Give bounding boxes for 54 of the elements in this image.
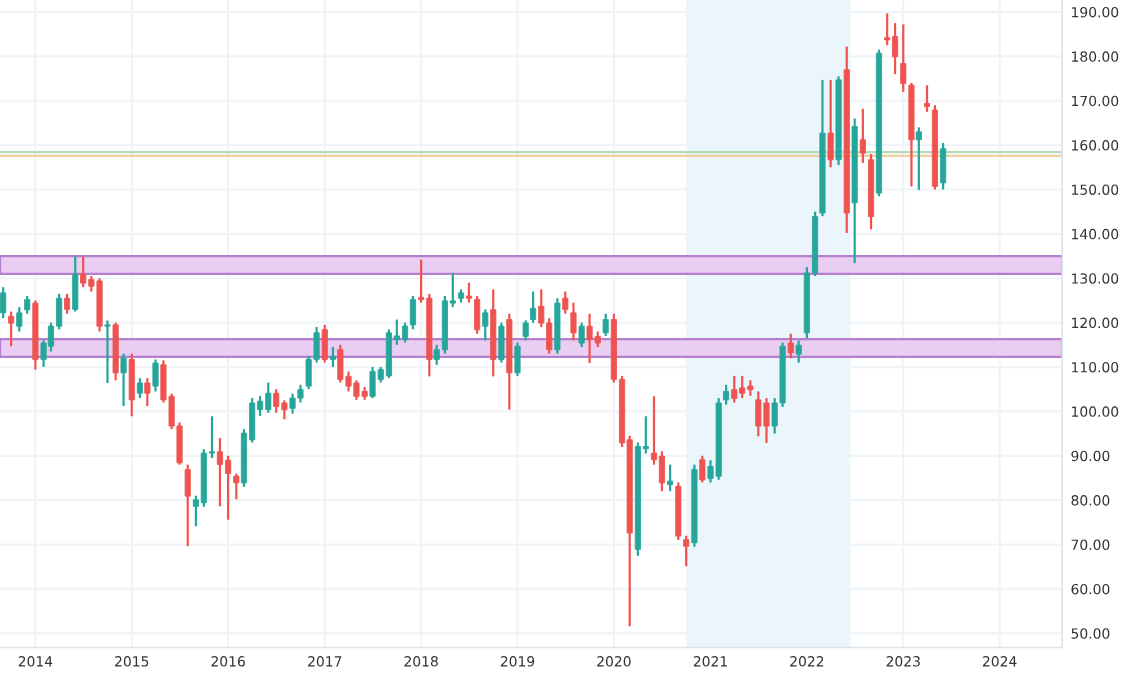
candlestick xyxy=(216,436,223,508)
candlestick xyxy=(64,292,71,315)
candlestick xyxy=(892,21,899,76)
candlestick xyxy=(482,308,489,342)
candlestick xyxy=(474,294,481,335)
candlestick xyxy=(763,396,770,445)
candlestick xyxy=(329,345,336,369)
candlestick xyxy=(128,352,135,418)
candlestick xyxy=(409,294,417,331)
candlestick xyxy=(265,381,272,414)
candlestick xyxy=(144,377,151,408)
candlestick xyxy=(96,277,103,333)
candlestick xyxy=(795,339,802,364)
candlestick xyxy=(827,78,834,169)
candlestick xyxy=(321,323,328,364)
candlestick xyxy=(554,297,561,355)
candlestick xyxy=(72,255,79,313)
candlestick xyxy=(465,281,472,304)
candlestick xyxy=(273,388,280,414)
candlestick xyxy=(8,310,15,348)
candlestick xyxy=(859,107,866,164)
candlestick xyxy=(755,390,762,438)
candlestick xyxy=(787,332,794,360)
candlestick xyxy=(281,399,288,421)
candlestick xyxy=(136,377,143,400)
candlestick xyxy=(514,341,521,377)
candlestick xyxy=(289,392,296,415)
candlestick xyxy=(731,374,738,404)
candlestick xyxy=(184,463,191,548)
candlestick xyxy=(233,472,240,501)
candlestick xyxy=(667,463,674,493)
candlestick xyxy=(578,321,585,349)
candlestick xyxy=(385,328,392,380)
candlestick xyxy=(923,84,931,113)
candlestick xyxy=(80,255,87,289)
candlestick xyxy=(353,379,360,401)
candlestick xyxy=(586,312,593,365)
candlestick xyxy=(940,141,947,191)
candlestick xyxy=(225,454,232,521)
candlestick xyxy=(401,321,409,344)
candlestick xyxy=(112,321,119,382)
candlestick xyxy=(0,286,7,320)
candlestick xyxy=(498,321,505,364)
candlestick xyxy=(337,343,344,384)
candlestick xyxy=(369,365,376,400)
candlestick xyxy=(658,450,665,493)
candlestick xyxy=(602,312,609,338)
candlestick xyxy=(915,126,922,192)
candlestick xyxy=(104,319,111,385)
candlestick xyxy=(739,374,746,400)
candlestick xyxy=(152,358,159,393)
candlestick xyxy=(570,301,577,342)
candlestick xyxy=(699,454,706,484)
candlestick xyxy=(120,352,127,408)
